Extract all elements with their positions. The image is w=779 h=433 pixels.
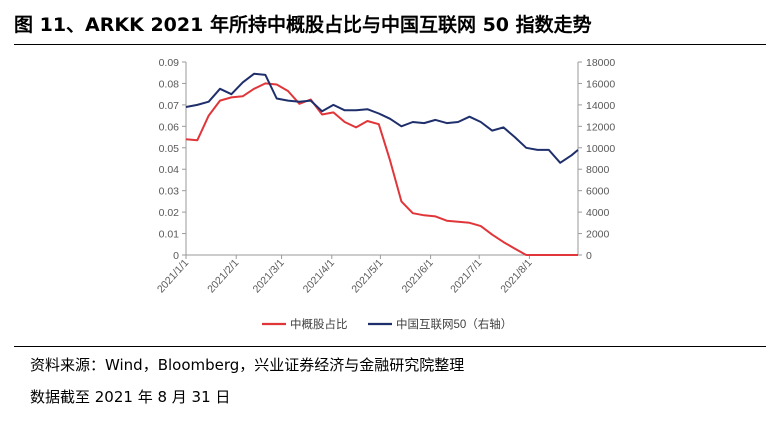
legend-label-china-stock-ratio: 中概股占比	[290, 317, 348, 331]
series-line-china-internet-50	[185, 72, 579, 164]
x-tick-label: 2021/1/1	[155, 257, 191, 296]
x-tick-label: 2021/7/1	[448, 257, 484, 296]
title-underline	[14, 44, 766, 45]
x-tick-label: 2021/2/1	[205, 257, 241, 296]
right-tick-label: 4000	[586, 207, 610, 219]
x-tick-label: 2021/4/1	[301, 257, 337, 296]
figure-title: 图 11、ARKK 2021 年所持中概股占比与中国互联网 50 指数走势	[14, 14, 592, 36]
x-tick-label: 2021/3/1	[251, 257, 287, 296]
left-tick-label: 0.01	[159, 229, 180, 241]
left-tick-label: 0.09	[159, 57, 180, 69]
left-tick-label: 0.07	[159, 100, 180, 112]
left-tick-label: 0	[173, 250, 179, 262]
left-tick-label: 0.02	[159, 207, 180, 219]
x-tick-label: 2021/5/1	[349, 257, 385, 296]
right-tick-label: 10000	[586, 143, 615, 155]
left-tick-label: 0.04	[159, 164, 180, 176]
left-tick-label: 0.03	[159, 186, 180, 198]
right-tick-label: 16000	[586, 78, 615, 90]
line-chart: 00.010.020.030.040.050.060.070.080.09020…	[155, 57, 615, 331]
right-tick-label: 12000	[586, 121, 615, 133]
right-tick-label: 18000	[586, 57, 615, 69]
right-tick-label: 2000	[586, 229, 610, 241]
series-line-china-stock-ratio	[185, 82, 578, 256]
date-note: 数据截至 2021 年 8 月 31 日	[30, 388, 231, 406]
chart-bottom-rule	[14, 346, 766, 347]
right-tick-label: 8000	[586, 164, 610, 176]
x-tick-label: 2021/6/1	[400, 257, 436, 296]
right-tick-label: 14000	[586, 100, 615, 112]
x-tick-label: 2021/8/1	[498, 257, 534, 296]
right-tick-label: 0	[586, 250, 592, 262]
left-tick-label: 0.08	[159, 78, 180, 90]
legend-label-china-internet-50: 中国互联网50（右轴）	[396, 317, 512, 331]
right-tick-label: 6000	[586, 186, 610, 198]
left-tick-label: 0.05	[159, 143, 180, 155]
source-note: 资料来源：Wind，Bloomberg，兴业证券经济与金融研究院整理	[30, 356, 465, 374]
left-tick-label: 0.06	[159, 121, 180, 133]
